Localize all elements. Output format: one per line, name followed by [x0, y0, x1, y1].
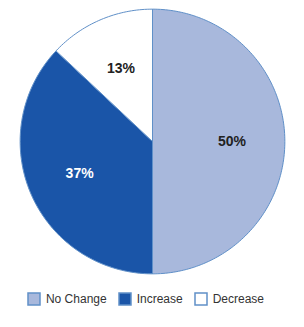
svg-text:13%: 13% — [107, 60, 136, 76]
svg-text:37%: 37% — [66, 165, 95, 181]
html-text:No Change: No Change — [45, 291, 107, 306]
html-text:Increase: Increase — [136, 291, 183, 306]
svg-text:50%: 50% — [218, 133, 247, 149]
html-text:Decrease: Decrease — [212, 291, 264, 306]
